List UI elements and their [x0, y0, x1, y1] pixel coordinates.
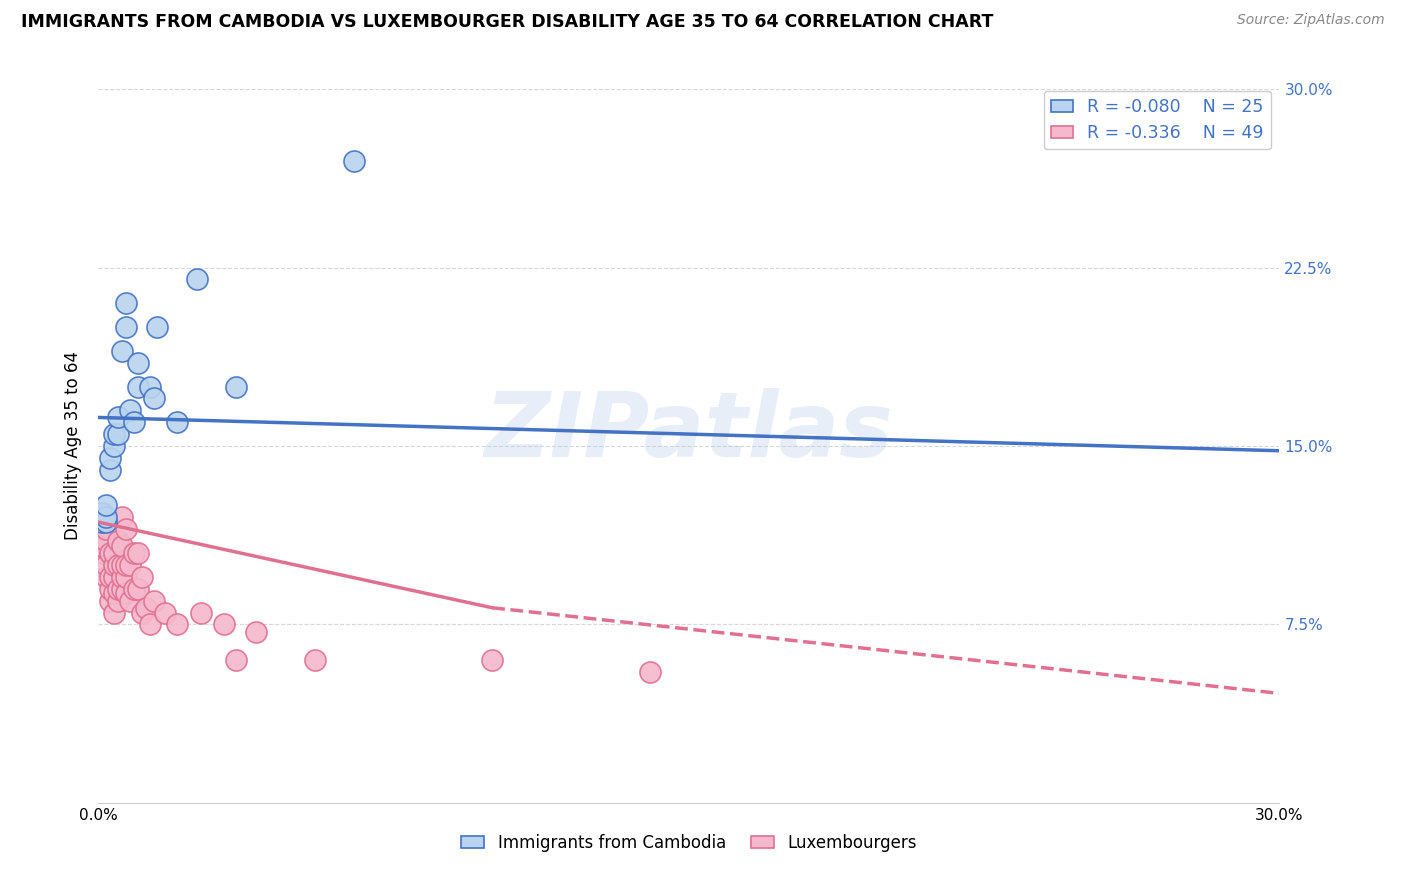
Point: [166, 415, 188, 429]
Point: [115, 570, 138, 584]
Point: [343, 153, 366, 168]
Point: [111, 582, 134, 596]
Point: [111, 539, 134, 553]
Text: IMMIGRANTS FROM CAMBODIA VS LUXEMBOURGER DISABILITY AGE 35 TO 64 CORRELATION CHA: IMMIGRANTS FROM CAMBODIA VS LUXEMBOURGER…: [21, 13, 994, 31]
Point: [96, 515, 118, 529]
Point: [98, 570, 121, 584]
Point: [103, 546, 125, 560]
Point: [190, 606, 212, 620]
Point: [111, 558, 134, 572]
Point: [638, 665, 661, 679]
Point: [91, 522, 114, 536]
Point: [186, 272, 208, 286]
Point: [225, 379, 247, 393]
Point: [103, 586, 125, 600]
Point: [107, 534, 129, 549]
Point: [96, 499, 118, 513]
Point: [131, 606, 153, 620]
Point: [166, 617, 188, 632]
Point: [96, 510, 118, 524]
Point: [103, 570, 125, 584]
Point: [98, 546, 121, 560]
Point: [122, 415, 145, 429]
Point: [111, 343, 134, 358]
Point: [91, 546, 114, 560]
Text: Source: ZipAtlas.com: Source: ZipAtlas.com: [1237, 13, 1385, 28]
Point: [103, 558, 125, 572]
Point: [142, 392, 165, 406]
Point: [103, 439, 125, 453]
Point: [98, 450, 121, 465]
Point: [225, 653, 247, 667]
Point: [481, 653, 503, 667]
Point: [107, 558, 129, 572]
Point: [115, 586, 138, 600]
Point: [107, 427, 129, 442]
Point: [96, 522, 118, 536]
Point: [122, 582, 145, 596]
Point: [91, 539, 114, 553]
Point: [127, 379, 149, 393]
Point: [96, 558, 118, 572]
Point: [96, 534, 118, 549]
Point: [135, 600, 157, 615]
Point: [131, 570, 153, 584]
Point: [98, 582, 121, 596]
Y-axis label: Disability Age 35 to 64: Disability Age 35 to 64: [65, 351, 83, 541]
Point: [122, 546, 145, 560]
Legend: Immigrants from Cambodia, Luxembourgers: Immigrants from Cambodia, Luxembourgers: [454, 828, 924, 859]
Point: [118, 558, 141, 572]
Point: [155, 606, 177, 620]
Point: [127, 356, 149, 370]
Point: [214, 617, 236, 632]
Point: [127, 582, 149, 596]
Point: [103, 606, 125, 620]
Point: [118, 593, 141, 607]
Point: [91, 506, 114, 520]
Point: [115, 558, 138, 572]
Point: [115, 296, 138, 310]
Point: [142, 593, 165, 607]
Point: [138, 617, 160, 632]
Point: [98, 463, 121, 477]
Point: [115, 320, 138, 334]
Point: [107, 582, 129, 596]
Text: ZIPatlas: ZIPatlas: [485, 388, 893, 475]
Point: [304, 653, 326, 667]
Point: [118, 403, 141, 417]
Point: [107, 593, 129, 607]
Point: [115, 522, 138, 536]
Point: [111, 510, 134, 524]
Point: [138, 379, 160, 393]
Point: [245, 624, 267, 639]
Point: [111, 570, 134, 584]
Point: [146, 320, 169, 334]
Point: [98, 593, 121, 607]
Point: [107, 410, 129, 425]
Point: [103, 427, 125, 442]
Point: [96, 570, 118, 584]
Point: [127, 546, 149, 560]
Point: [91, 515, 114, 529]
